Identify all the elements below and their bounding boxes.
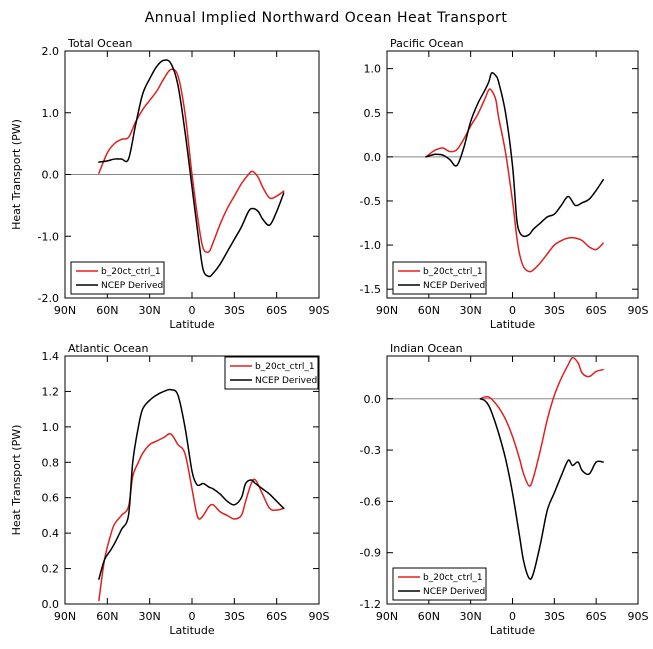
legend-label: b_20ct_ctrl_1: [101, 267, 161, 277]
chart-panels: 90N 60N 30N 0 30S 60S 90S -2.0 -1.0 0.0 1.0 2.0 Tota…: [10, 37, 649, 637]
y-tick-label: -0.5: [360, 195, 381, 208]
x-tick-label: 30N: [460, 610, 482, 623]
y-tick-label: -1.5: [360, 283, 381, 296]
x-tick-label: 30S: [544, 304, 565, 317]
series-line-model: [98, 432, 285, 602]
x-tick-label: 60S: [266, 304, 287, 317]
x-tick-label: 90N: [54, 610, 76, 623]
x-tick-label: 90S: [628, 304, 649, 317]
y-axis-label: Heat Transport (PW): [10, 119, 23, 230]
x-tick-label: 30S: [544, 610, 565, 623]
y-tick-label: 0.0: [42, 169, 60, 182]
series-group: [425, 72, 604, 273]
y-tick-label: -1.2: [360, 598, 381, 611]
x-tick-label: 60S: [586, 304, 607, 317]
x-tick-label: 0: [189, 610, 196, 623]
y-tick-label: 0.6: [42, 492, 60, 505]
y-tick-label: -0.9: [360, 547, 381, 560]
series-line-model: [479, 356, 604, 487]
legend-label: NCEP Derived: [101, 281, 163, 291]
x-axis-label: Latitude: [169, 624, 215, 637]
series-group: [98, 388, 285, 602]
x-tick-label: 60S: [266, 610, 287, 623]
legend-box: [392, 261, 487, 295]
series-group: [98, 59, 285, 278]
legend-label: b_20ct_ctrl_1: [255, 362, 315, 372]
legend-label: NCEP Derived: [423, 587, 485, 597]
y-tick-label: -2.0: [38, 292, 59, 305]
x-tick-label: 60S: [586, 610, 607, 623]
y-tick-label: -1.0: [38, 230, 59, 243]
panel-title: Indian Ocean: [390, 342, 463, 355]
y-tick-label: 1.0: [364, 63, 382, 76]
series-line-ncep: [479, 398, 604, 580]
x-tick-label: 90S: [309, 304, 330, 317]
y-tick-label: 2.0: [42, 45, 60, 58]
x-axis-label: Latitude: [490, 318, 536, 331]
legend-label: b_20ct_ctrl_1: [423, 267, 483, 277]
chart-panel-pacific: 90N 60N 30N 0 30S 60S 90S -1.5 -1.0 -0.5 0.0 0.5 1.0…: [360, 37, 649, 331]
x-tick-label: 0: [509, 304, 516, 317]
x-tick-label: 60N: [418, 304, 440, 317]
series-line-model: [98, 68, 285, 254]
plot-frame: [386, 50, 639, 299]
figure-title: Annual Implied Northward Ocean Heat Tran…: [145, 10, 508, 26]
y-tick-label: 0.8: [42, 456, 60, 469]
y-tick-label: 0.0: [364, 151, 382, 164]
x-tick-label: 60N: [96, 610, 118, 623]
x-tick-label: 30N: [139, 610, 161, 623]
x-tick-label: 30N: [139, 304, 161, 317]
x-tick-label: 30S: [224, 610, 245, 623]
series-line-model: [425, 88, 604, 273]
x-tick-label: 60N: [418, 610, 440, 623]
panel-title: Atlantic Ocean: [68, 342, 149, 355]
y-tick-label: 0.0: [364, 393, 382, 406]
x-tick-label: 90S: [309, 610, 330, 623]
y-tick-label: 1.4: [42, 350, 60, 363]
plot-frame: [386, 355, 639, 605]
x-axis-label: Latitude: [490, 624, 536, 637]
y-axis-label: Heat Transport (PW): [10, 425, 23, 536]
x-tick-label: 90N: [376, 304, 398, 317]
y-tick-label: 0.0: [42, 598, 60, 611]
x-tick-label: 0: [509, 610, 516, 623]
x-axis-label: Latitude: [169, 318, 215, 331]
y-tick-label: 1.2: [42, 385, 60, 398]
x-tick-label: 30N: [460, 304, 482, 317]
chart-panel-indian: 90N 60N 30N 0 30S 60S 90S -1.2 -0.9 -0.6 -0.3 0.0 In…: [360, 342, 649, 637]
legend-label: NCEP Derived: [423, 281, 485, 291]
y-tick-label: -0.6: [360, 495, 381, 508]
x-tick-label: 90N: [54, 304, 76, 317]
chart-panel-atlantic: 90N 60N 30N 0 30S 60S 90S 0.0 0.2 0.4 0.6 0.8 1.0 1.2…: [10, 342, 330, 637]
series-line-ncep: [98, 388, 285, 580]
legend-box: [392, 567, 487, 601]
legend-box: [224, 356, 319, 390]
y-tick-label: 0.4: [42, 527, 60, 540]
y-tick-label: 0.2: [42, 563, 60, 576]
y-tick-label: 1.0: [42, 107, 60, 120]
y-tick-label: -0.3: [360, 444, 381, 457]
y-tick-label: 1.0: [42, 421, 60, 434]
series-group: [479, 356, 604, 580]
legend-box: [70, 261, 165, 295]
x-tick-label: 90S: [628, 610, 649, 623]
x-tick-label: 0: [189, 304, 196, 317]
legend: b_20ct_ctrl_1 NCEP Derived: [70, 261, 165, 295]
x-tick-label: 60N: [96, 304, 118, 317]
series-line-ncep: [425, 72, 604, 238]
legend-label: b_20ct_ctrl_1: [423, 573, 483, 583]
series-line-ncep: [98, 59, 285, 278]
legend: b_20ct_ctrl_1 NCEP Derived: [392, 261, 487, 295]
legend: b_20ct_ctrl_1 NCEP Derived: [392, 567, 487, 601]
x-tick-label: 90N: [376, 610, 398, 623]
y-tick-label: 0.5: [364, 107, 382, 120]
chart-panel-total: 90N 60N 30N 0 30S 60S 90S -2.0 -1.0 0.0 1.0 2.0 Tota…: [10, 37, 330, 331]
y-tick-label: -1.0: [360, 239, 381, 252]
panel-title: Pacific Ocean: [390, 37, 464, 50]
legend: b_20ct_ctrl_1 NCEP Derived: [224, 356, 319, 390]
legend-label: NCEP Derived: [255, 376, 317, 386]
panel-title: Total Ocean: [67, 37, 132, 50]
x-tick-label: 30S: [224, 304, 245, 317]
